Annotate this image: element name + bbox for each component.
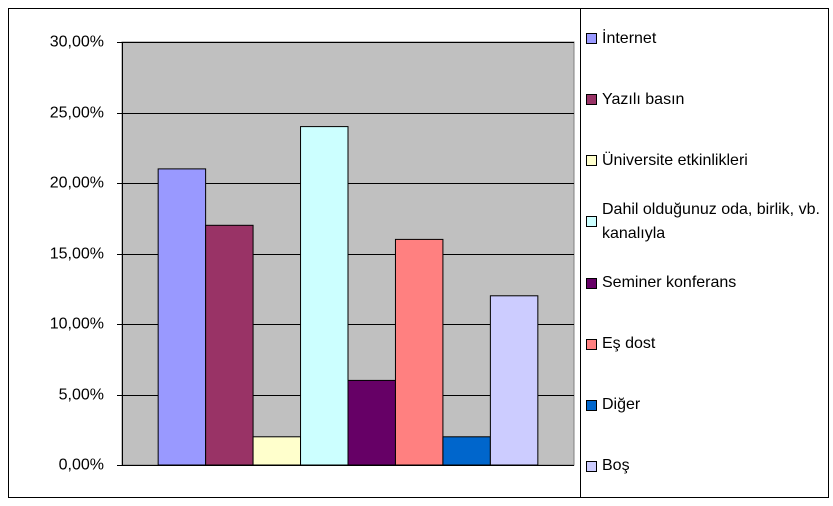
y-tick-label: 25,00% <box>50 105 104 122</box>
bar <box>205 224 254 466</box>
y-tick-label: 5,00% <box>59 387 104 404</box>
bar <box>489 295 539 466</box>
y-tick-label: 10,00% <box>50 316 104 333</box>
legend-label: Üniversite etkinlikleri <box>602 151 748 169</box>
y-tick-label: 20,00% <box>50 175 104 192</box>
legend-label: Seminer konferans <box>602 274 737 292</box>
legend-swatch <box>586 277 597 289</box>
legend-label: Diğer <box>602 396 641 414</box>
legend-entry: Diğer <box>586 375 824 436</box>
legend-swatch <box>586 216 597 228</box>
legend-entry: İnternet <box>586 8 824 69</box>
legend-entry: Seminer konferans <box>586 253 824 314</box>
legend-entry: Boş <box>586 436 824 497</box>
legend-entry: Dahil olduğunuz oda, birlik, vb. kanalıy… <box>586 191 824 252</box>
y-tick-label: 30,00% <box>50 34 104 51</box>
bar <box>300 126 349 466</box>
legend-swatch <box>586 94 597 106</box>
legend-swatch <box>586 338 597 350</box>
y-tick-label: 0,00% <box>59 457 104 474</box>
legend-label: Eş dost <box>602 335 656 353</box>
legend-entry: Yazılı basın <box>586 69 824 130</box>
bar <box>157 168 207 466</box>
legend-entry: Eş dost <box>586 314 824 375</box>
legend-label: Boş <box>602 457 630 475</box>
bar <box>394 238 444 466</box>
legend-label: Dahil olduğunuz oda, birlik, vb. kanalıy… <box>602 200 820 242</box>
legend-label: Yazılı basın <box>602 90 685 108</box>
bar <box>252 436 302 466</box>
bar <box>442 436 491 466</box>
legend-swatch <box>586 399 597 411</box>
bar <box>347 379 396 466</box>
y-tick-label: 15,00% <box>50 246 104 263</box>
legend-swatch <box>586 155 597 167</box>
legend-swatch <box>586 460 597 472</box>
legend-entry: Üniversite etkinlikleri <box>586 130 824 191</box>
legend-swatch <box>586 33 597 45</box>
legend-label: İnternet <box>602 29 657 47</box>
